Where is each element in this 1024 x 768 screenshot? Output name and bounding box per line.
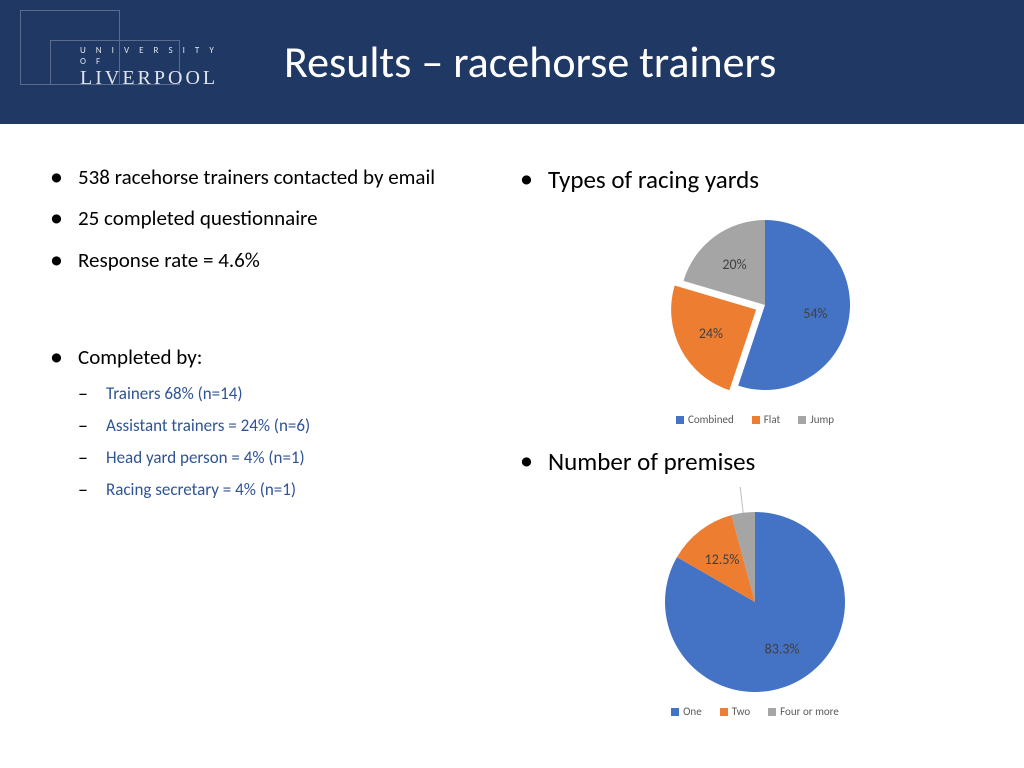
slide-content: 538 racehorse trainers contacted by emai… xyxy=(0,124,1024,738)
sub-bullet-item: Racing secretary = 4% (n=1) xyxy=(78,479,520,501)
legend-item: Four or more xyxy=(768,705,839,718)
premises-pie: 83.3% 12.5% 4.2% xyxy=(605,487,905,697)
right-column: Types of racing yards 54% 24% 20% Combined… xyxy=(520,164,990,738)
completed-by-section: Completed by: Trainers 68% (n=14) Assist… xyxy=(50,344,520,502)
sub-bullet-item: Assistant trainers = 24% (n=6) xyxy=(78,415,520,437)
chart1-wrap: 54% 24% 20% Combined Flat Jump xyxy=(520,205,990,426)
legend-label: Combined xyxy=(688,413,734,426)
chart1-title: Types of racing yards xyxy=(520,164,990,195)
chart2-wrap: 83.3% 12.5% 4.2% One Two Four or more xyxy=(520,487,990,718)
logo-name-text: LIVERPOOL xyxy=(80,67,218,90)
legend-swatch xyxy=(752,416,760,424)
sub-bullet-item: Trainers 68% (n=14) xyxy=(78,383,520,405)
chart2-title: Number of premises xyxy=(520,446,990,477)
legend-label: Jump xyxy=(810,413,834,426)
legend-item: One xyxy=(671,705,702,718)
pie-label: 4.2% xyxy=(712,487,740,489)
chart1-legend: Combined Flat Jump xyxy=(520,413,990,426)
completed-by-list: Trainers 68% (n=14) Assistant trainers =… xyxy=(78,383,520,501)
bullet-item: 538 racehorse trainers contacted by emai… xyxy=(50,164,520,191)
summary-bullets: 538 racehorse trainers contacted by emai… xyxy=(50,164,520,274)
left-column: 538 racehorse trainers contacted by emai… xyxy=(50,164,520,738)
legend-label: Two xyxy=(732,705,750,718)
legend-label: Flat xyxy=(764,413,780,426)
legend-label: One xyxy=(683,705,702,718)
logo-university-text: U N I V E R S I T Y O F xyxy=(80,45,218,67)
legend-label: Four or more xyxy=(780,705,839,718)
legend-swatch xyxy=(768,708,776,716)
bullet-item: 25 completed questionnaire xyxy=(50,205,520,232)
pie-label: 83.3% xyxy=(765,641,800,658)
pie-label: 24% xyxy=(699,325,723,342)
sub-bullet-item: Head yard person = 4% (n=1) xyxy=(78,447,520,469)
racing-yards-pie: 54% 24% 20% xyxy=(605,205,905,405)
chart2-legend: One Two Four or more xyxy=(520,705,990,718)
completed-by-heading: Completed by: Trainers 68% (n=14) Assist… xyxy=(50,344,520,502)
slide-header: U N I V E R S I T Y O F LIVERPOOL Result… xyxy=(0,0,1024,124)
legend-item: Combined xyxy=(676,413,734,426)
legend-swatch xyxy=(798,416,806,424)
legend-swatch xyxy=(720,708,728,716)
pie-label: 54% xyxy=(803,305,827,322)
pie-label: 12.5% xyxy=(705,551,740,568)
pie-label: 20% xyxy=(722,256,746,273)
legend-item: Jump xyxy=(798,413,834,426)
legend-swatch xyxy=(671,708,679,716)
slide-title: Results – racehorse trainers xyxy=(284,35,776,89)
legend-swatch xyxy=(676,416,684,424)
bullet-item: Response rate = 4.6% xyxy=(50,247,520,274)
legend-item: Flat xyxy=(752,413,780,426)
legend-item: Two xyxy=(720,705,750,718)
